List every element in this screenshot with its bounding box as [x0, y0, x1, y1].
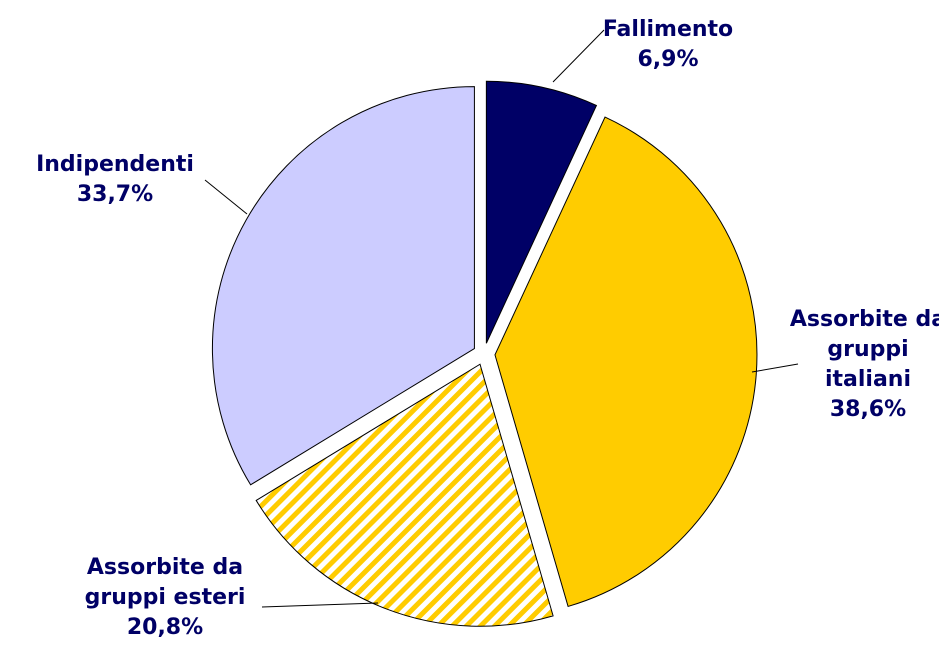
pie-slice [255, 363, 554, 627]
value-label: 6,9% [637, 47, 699, 72]
slice-label: Assorbite da gruppi esteri 20,8% [45, 553, 285, 643]
value-label: 33,7% [76, 182, 154, 207]
leader-line [204, 179, 248, 215]
pie-slice [485, 80, 598, 344]
category-label: Assorbite da gruppi esteri [84, 555, 246, 610]
value-label: 38,6% [829, 397, 907, 422]
leader-line [261, 602, 379, 608]
leader-line [552, 29, 605, 83]
category-label: Indipendenti [36, 152, 194, 177]
leader-line [751, 363, 799, 373]
value-label: 20,8% [126, 615, 204, 640]
pie-slice [494, 116, 758, 608]
category-label: Assorbite da gruppi italiani [789, 307, 939, 392]
pie-slice [211, 86, 475, 486]
category-label: Fallimento [602, 17, 734, 42]
slice-label: Indipendenti 33,7% [0, 150, 235, 210]
slice-label: Assorbite da gruppi italiani 38,6% [788, 305, 939, 425]
slice-label: Fallimento 6,9% [518, 15, 818, 75]
